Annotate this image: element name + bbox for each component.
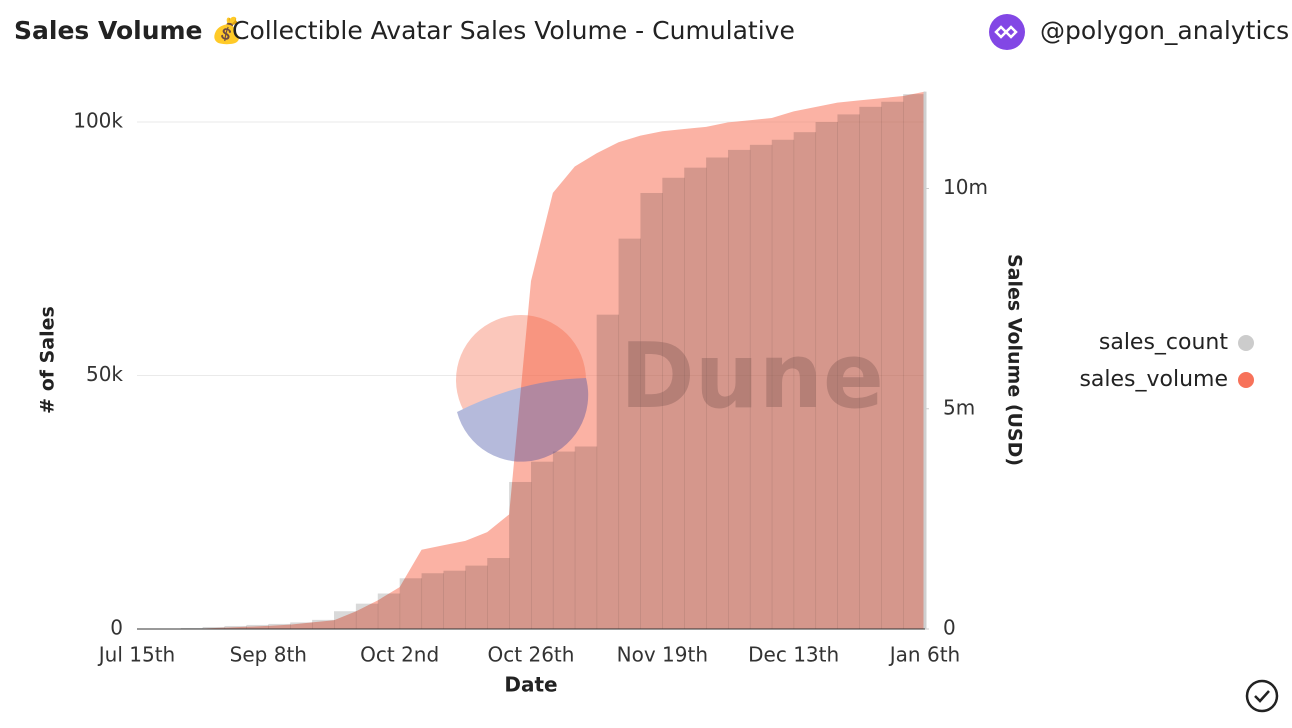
legend-marker[interactable] xyxy=(1238,335,1254,351)
step-bar xyxy=(487,558,510,629)
step-bar xyxy=(552,451,576,629)
check-icon[interactable] xyxy=(1245,679,1279,713)
plot-area xyxy=(137,91,929,630)
y-tick-label: 0 xyxy=(110,616,123,640)
step-bar xyxy=(290,622,313,629)
y-axis-label: # of Sales xyxy=(37,306,59,414)
x-tick-label: Jul 15th xyxy=(97,643,175,667)
watermark-logo xyxy=(456,315,586,445)
legend-label: sales_volume xyxy=(1079,367,1228,392)
watermark-logo-part xyxy=(457,378,589,462)
step-bar xyxy=(377,593,401,629)
step-bar xyxy=(728,149,751,629)
x-tick-label: Dec 13th xyxy=(748,643,839,667)
step-bar xyxy=(202,626,226,629)
step-bar xyxy=(684,167,707,630)
x-axis-label: Date xyxy=(504,673,557,697)
step-bar xyxy=(574,446,598,629)
step-bar xyxy=(443,570,466,629)
step-bar xyxy=(180,627,204,629)
author-avatar xyxy=(989,14,1025,50)
step-bar xyxy=(881,101,904,629)
step-bar xyxy=(903,94,926,630)
step-bar xyxy=(793,132,817,629)
step-bar xyxy=(224,625,247,629)
step-bar xyxy=(268,623,291,629)
watermark-text: Dune xyxy=(620,324,884,429)
step-bar xyxy=(596,314,620,629)
step-bar xyxy=(334,611,357,629)
x-tick-label: Jan 6th xyxy=(888,643,960,667)
author[interactable]: @polygon_analytics xyxy=(1040,16,1289,45)
step-bar xyxy=(355,603,379,629)
y2-tick-label: 10m xyxy=(943,175,988,199)
chart-subtitle: Collectible Avatar Sales Volume - Cumula… xyxy=(232,16,795,45)
y2-tick-label: 0 xyxy=(943,616,956,640)
x-tick-label: Sep 8th xyxy=(230,643,307,667)
x-tick-label: Oct 26th xyxy=(488,643,575,667)
step-bar xyxy=(465,565,488,629)
step-bar xyxy=(421,573,444,629)
step-bar xyxy=(399,578,423,629)
step-bar xyxy=(312,619,335,629)
y-tick-label: 100k xyxy=(73,109,123,133)
legend-marker[interactable] xyxy=(1238,372,1254,388)
step-bar xyxy=(837,114,860,629)
step-bar xyxy=(640,192,663,630)
step-bar xyxy=(509,481,532,629)
watermark: Dune xyxy=(456,315,884,462)
chart-title: Sales Volume 💰 xyxy=(14,16,242,46)
step-bar xyxy=(859,106,882,629)
y-tick-label: 50k xyxy=(86,362,123,386)
step-bar xyxy=(531,461,554,629)
legend-label: sales_count xyxy=(1099,330,1228,355)
y2-axis-label: Sales Volume (USD) xyxy=(1004,254,1026,466)
step-bar xyxy=(618,238,641,630)
step-bar xyxy=(815,122,838,630)
step-bar xyxy=(749,144,773,630)
step-bar xyxy=(246,624,269,629)
step-bar xyxy=(706,157,729,629)
x-tick-label: Nov 19th xyxy=(617,643,708,667)
y2-tick-label: 5m xyxy=(943,395,975,419)
x-tick-label: Oct 2nd xyxy=(360,643,439,667)
step-bar xyxy=(771,139,795,629)
step-bar xyxy=(662,177,685,629)
